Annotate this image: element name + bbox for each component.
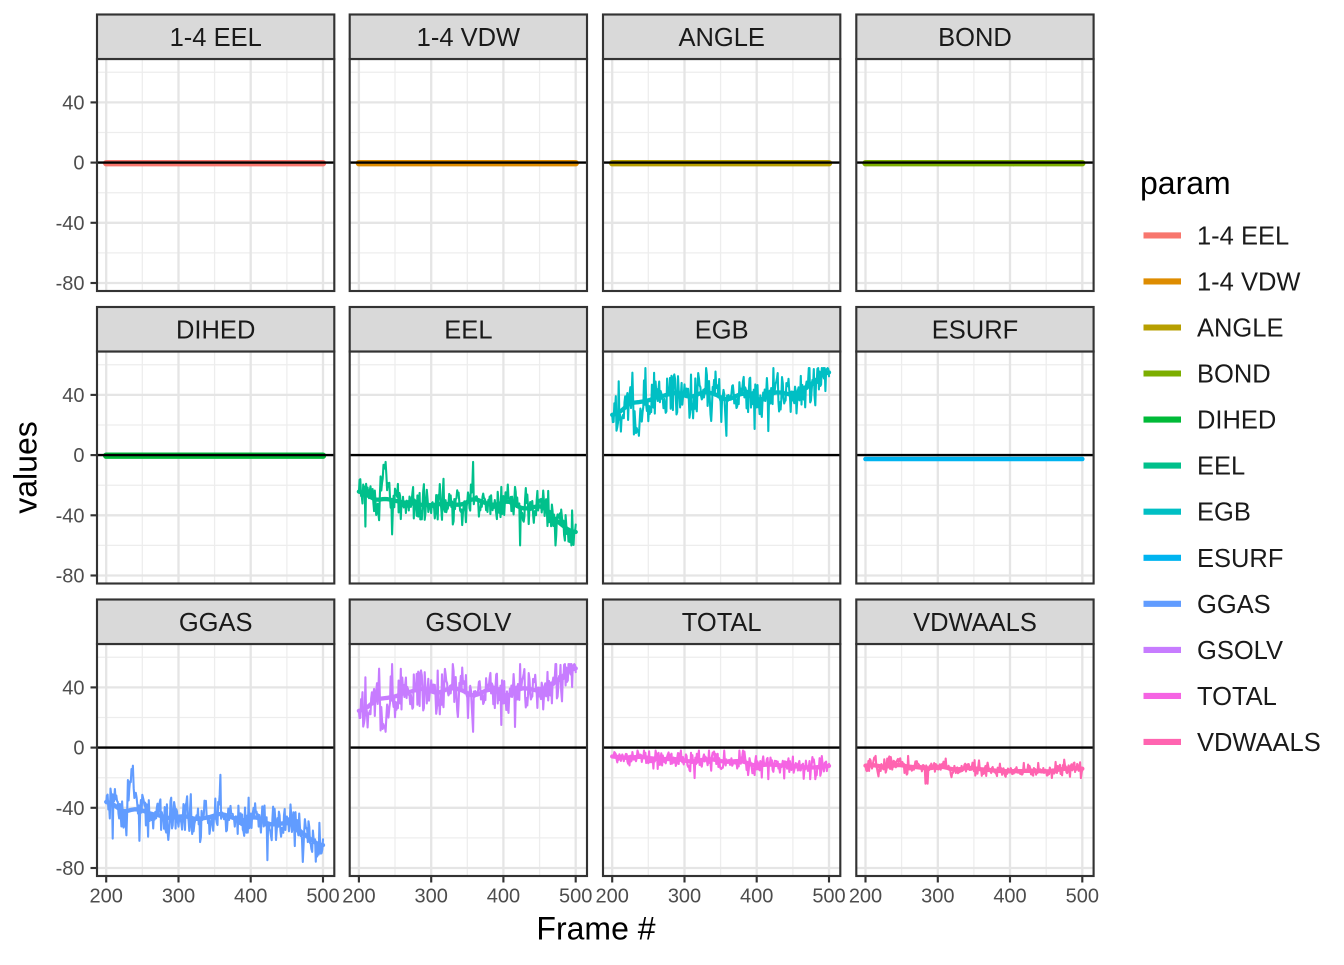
svg-text:300: 300 [162,885,195,907]
svg-text:400: 400 [234,885,267,907]
svg-text:BOND: BOND [938,24,1012,52]
svg-text:0: 0 [73,445,84,467]
svg-text:EGB: EGB [695,316,749,344]
svg-text:300: 300 [921,885,954,907]
svg-text:-80: -80 [56,858,85,880]
svg-text:EEL: EEL [444,316,492,344]
svg-text:300: 300 [415,885,448,907]
svg-text:GSOLV: GSOLV [1197,637,1283,665]
svg-text:EEL: EEL [1197,453,1245,481]
svg-text:VDWAALS: VDWAALS [913,609,1037,637]
svg-text:40: 40 [62,385,84,407]
svg-text:1-4 EEL: 1-4 EEL [170,24,262,52]
svg-text:1-4 EEL: 1-4 EEL [1197,222,1289,250]
svg-text:GGAS: GGAS [1197,591,1271,619]
svg-text:-80: -80 [56,273,85,295]
svg-text:1-4 VDW: 1-4 VDW [1197,268,1300,296]
svg-text:40: 40 [62,93,84,115]
svg-text:-40: -40 [56,798,85,820]
svg-text:0: 0 [73,738,84,760]
svg-text:TOTAL: TOTAL [1197,683,1277,711]
svg-text:500: 500 [306,885,339,907]
svg-text:values: values [8,421,44,514]
svg-text:500: 500 [812,885,845,907]
svg-text:200: 200 [90,885,123,907]
svg-text:TOTAL: TOTAL [682,609,762,637]
svg-text:-40: -40 [56,505,85,527]
svg-text:BOND: BOND [1197,361,1271,389]
svg-text:200: 200 [342,885,375,907]
svg-text:200: 200 [849,885,882,907]
svg-text:300: 300 [668,885,701,907]
svg-text:GGAS: GGAS [179,609,253,637]
svg-text:ESURF: ESURF [932,316,1018,344]
svg-text:VDWAALS: VDWAALS [1197,729,1321,757]
svg-text:param: param [1140,165,1231,201]
svg-text:ANGLE: ANGLE [1197,315,1283,343]
svg-text:DIHED: DIHED [176,316,255,344]
svg-text:500: 500 [1066,885,1099,907]
svg-text:-40: -40 [56,213,85,235]
svg-text:DIHED: DIHED [1197,407,1276,435]
svg-text:400: 400 [993,885,1026,907]
svg-text:-80: -80 [56,566,85,588]
svg-text:40: 40 [62,678,84,700]
svg-text:400: 400 [740,885,773,907]
svg-text:GSOLV: GSOLV [425,609,511,637]
svg-text:500: 500 [559,885,592,907]
svg-text:1-4 VDW: 1-4 VDW [417,24,520,52]
svg-text:ANGLE: ANGLE [678,24,764,52]
svg-text:Frame #: Frame # [536,910,655,946]
svg-text:200: 200 [596,885,629,907]
svg-text:EGB: EGB [1197,499,1251,527]
svg-text:0: 0 [73,153,84,175]
svg-text:400: 400 [487,885,520,907]
svg-text:ESURF: ESURF [1197,545,1283,573]
